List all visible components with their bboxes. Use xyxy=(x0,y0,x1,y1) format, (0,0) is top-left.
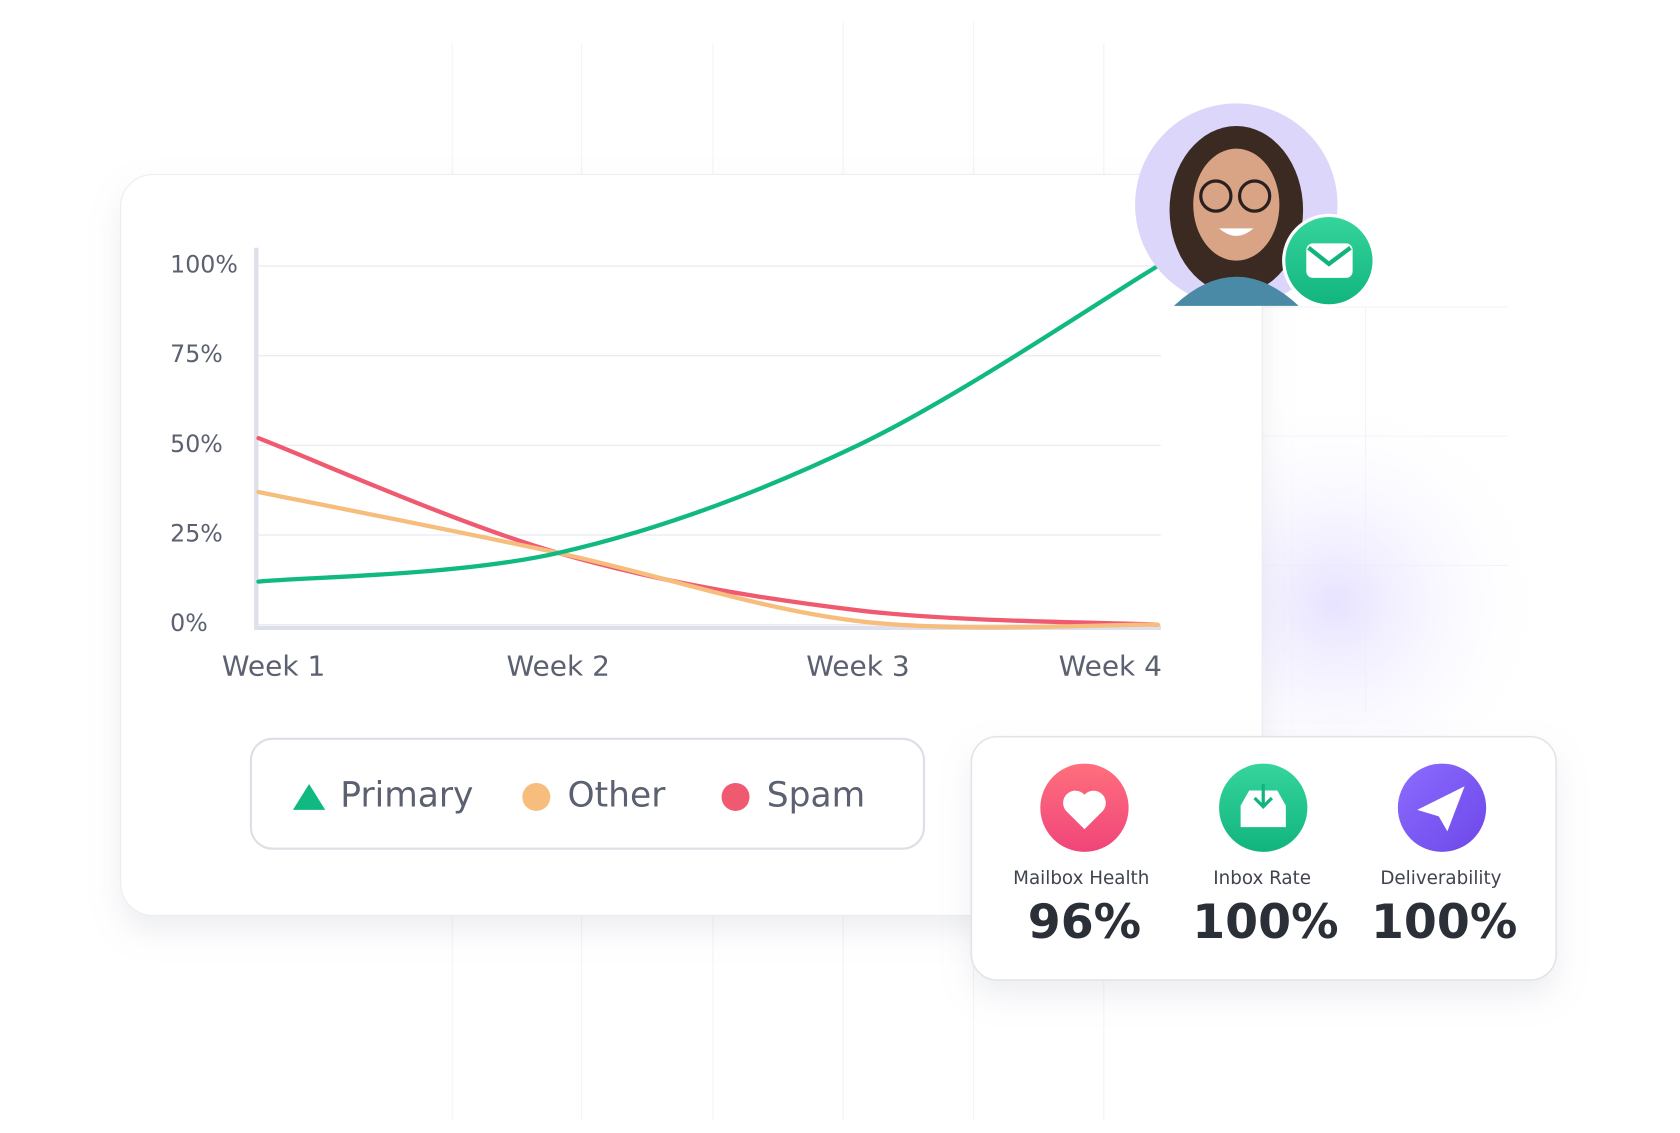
plot: 0% 25% 50% 75% 100% Week 1 Week 2 Week 3 Week 4 xyxy=(170,247,1162,683)
stat-icons xyxy=(1040,763,1487,852)
x-tick-label: Week 1 xyxy=(222,650,325,683)
avatar xyxy=(1135,103,1376,308)
legend-box xyxy=(249,737,926,850)
legend: Primary Other Spam xyxy=(292,775,865,815)
y-tick-label: 100% xyxy=(170,251,238,279)
legend-label: Primary xyxy=(340,775,473,815)
stat-value: 100% xyxy=(1371,895,1517,950)
series-line xyxy=(256,489,1160,630)
legend-marker xyxy=(522,782,551,811)
stat-label: Inbox Rate xyxy=(1213,868,1311,889)
series-line xyxy=(256,436,1160,627)
stat-value: 96% xyxy=(1028,895,1141,950)
x-tick-label: Week 4 xyxy=(1059,650,1162,683)
y-tick-label: 50% xyxy=(170,430,223,458)
stat-label: Deliverability xyxy=(1380,868,1501,889)
y-tick-label: 25% xyxy=(170,520,223,548)
legend-label: Spam xyxy=(767,775,865,815)
series-line xyxy=(256,263,1160,584)
legend-label: Other xyxy=(568,775,667,815)
legend-marker xyxy=(292,784,326,810)
chart-card xyxy=(120,173,1263,916)
legend-marker xyxy=(721,782,750,811)
stats: Mailbox Health 96% Inbox Rate 100% Deliverab… xyxy=(1013,868,1517,950)
y-tick-label: 0% xyxy=(170,609,208,637)
x-tick-label: Week 3 xyxy=(806,650,909,683)
y-tick-label: 75% xyxy=(170,340,223,368)
stat-label: Mailbox Health xyxy=(1013,868,1149,889)
x-tick-label: Week 2 xyxy=(506,650,609,683)
stat-value: 100% xyxy=(1192,895,1338,950)
